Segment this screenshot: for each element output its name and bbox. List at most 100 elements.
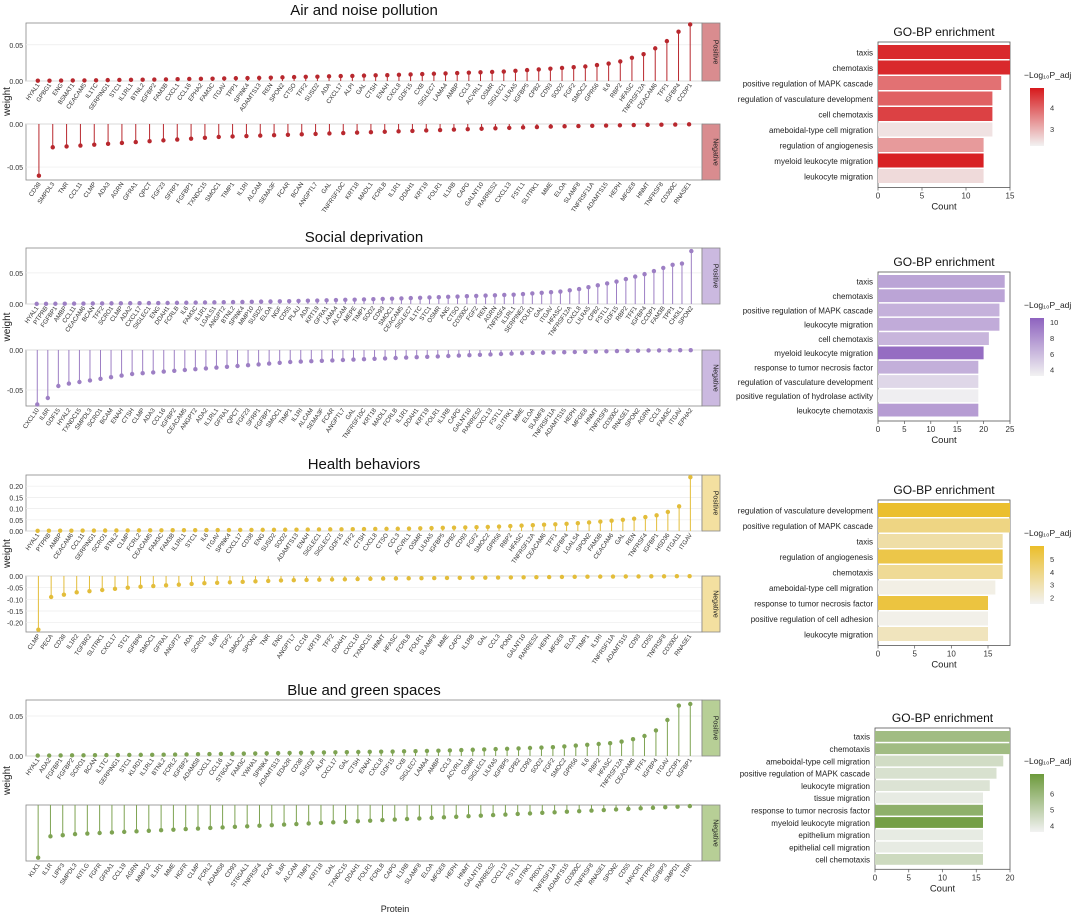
- lollipop-point: [92, 753, 98, 758]
- lollipop-point: [90, 301, 95, 306]
- lollipop-point: [406, 526, 412, 531]
- lollipop-point: [676, 703, 682, 708]
- y-axis-label: weight: [2, 766, 13, 796]
- lollipop-point: [220, 825, 225, 830]
- enrichment-term-label: chemotaxis: [833, 64, 873, 73]
- lollipop-point: [596, 741, 601, 747]
- lollipop-point: [477, 352, 483, 357]
- lollipop-point: [520, 125, 526, 130]
- protein-tick-label: IL1RB: [442, 181, 458, 199]
- lollipop-point: [306, 821, 311, 826]
- x-tick-label: 25: [1006, 425, 1015, 434]
- lollipop-point: [245, 363, 251, 368]
- x-tick-label: 15: [953, 425, 962, 434]
- negative-strip-label: Negative: [712, 590, 719, 618]
- lollipop-point: [151, 370, 156, 375]
- count-axis-label: Count: [931, 660, 957, 671]
- enrichment-bar: [875, 829, 983, 841]
- enrichment-term-label: epithelial cell migration: [789, 843, 870, 852]
- enrichment-bar: [878, 627, 988, 641]
- lollipop-point: [463, 525, 468, 530]
- lollipop-point: [74, 590, 79, 595]
- lollipop-point: [673, 122, 678, 127]
- lollipop-point: [133, 139, 138, 145]
- lollipop-point: [530, 522, 536, 528]
- enrichment-bar: [878, 107, 993, 121]
- lollipop-point: [444, 575, 450, 581]
- enrichment-term-label: myeloid leukocyte migration: [774, 349, 873, 358]
- enrichment-term-label: tissue migration: [814, 794, 870, 803]
- lollipop-point: [147, 528, 153, 533]
- lollipop-point: [45, 395, 51, 401]
- legend-tick-label: 4: [1050, 103, 1054, 112]
- lollipop-point: [344, 749, 350, 755]
- lollipop-point: [540, 350, 546, 355]
- lollipop-point: [240, 299, 245, 305]
- lollipop-point: [465, 126, 470, 132]
- enrichment-term-label: positive regulation of MAPK cascade: [740, 770, 871, 779]
- y-tick-label: -0.05: [7, 165, 23, 172]
- enrichment-bar: [878, 549, 1003, 564]
- x-tick-label: 10: [938, 873, 947, 882]
- lollipop-point: [351, 357, 356, 362]
- enrichment-bar: [878, 503, 1010, 517]
- enrichment-title: GO-BP enrichment: [893, 25, 995, 39]
- lollipop-point: [393, 355, 398, 361]
- enrichment-bar: [878, 332, 989, 345]
- y-tick-label: 0.15: [9, 495, 23, 502]
- protein-tick-label: KITLG: [75, 862, 91, 881]
- lollipop-point: [230, 134, 235, 139]
- lollipop-point: [260, 527, 265, 533]
- enrichment-term-label: regulation of angiogenesis: [780, 553, 873, 562]
- lollipop-point: [464, 294, 470, 299]
- lollipop-point: [81, 753, 86, 758]
- lollipop-point: [253, 579, 258, 584]
- lollipop-point: [459, 747, 464, 753]
- y-tick-label: 0.10: [9, 507, 23, 514]
- x-tick-label: 0: [876, 650, 881, 659]
- lollipop-point: [226, 527, 232, 533]
- lollipop-point: [445, 294, 451, 300]
- lollipop-point: [115, 752, 121, 758]
- lollipop-point: [385, 73, 390, 78]
- enrichment-term-label: taxis: [857, 537, 873, 546]
- lollipop-point: [674, 574, 680, 579]
- y-tick-label: -0.05: [7, 586, 23, 593]
- lollipop-point: [299, 132, 304, 137]
- lollipop-point: [414, 355, 419, 360]
- lollipop-point: [661, 265, 666, 271]
- protein-tick-label: KLK1: [27, 862, 42, 879]
- protein-tick-label: TIMP1: [220, 181, 237, 200]
- lollipop-point: [303, 74, 308, 79]
- lollipop-point: [227, 580, 233, 585]
- lollipop-point: [559, 65, 565, 71]
- lollipop-point: [172, 368, 177, 373]
- lollipop-point: [175, 76, 180, 82]
- lollipop-point: [69, 753, 75, 758]
- lollipop-point: [623, 276, 629, 282]
- enrichment-bar: [875, 817, 983, 828]
- lollipop-point: [163, 583, 169, 588]
- lollipop-point: [552, 810, 557, 815]
- lollipop-point: [50, 145, 55, 150]
- lollipop-point: [419, 576, 424, 581]
- enrichment-term-label: ameboidal-type cell migration: [769, 126, 873, 135]
- count-axis-label: Count: [931, 435, 957, 446]
- lollipop-point: [679, 261, 685, 266]
- lollipop-point: [256, 75, 262, 81]
- lollipop-point: [119, 140, 125, 146]
- lollipop-point: [429, 815, 434, 821]
- lollipop-point: [305, 298, 311, 303]
- protein-tick-label: GFRA1: [122, 181, 140, 202]
- lollipop-point: [478, 70, 483, 75]
- lollipop-point: [413, 749, 418, 754]
- lollipop-point: [163, 77, 169, 82]
- lollipop-point: [315, 298, 320, 303]
- lollipop-point: [202, 300, 208, 305]
- y-tick-label: -0.05: [7, 388, 23, 395]
- negative-strip: [701, 575, 721, 633]
- lollipop-point: [170, 528, 175, 533]
- lollipop-point: [530, 350, 535, 356]
- positive-panel: 0.00 0.05 Positive: [9, 699, 721, 761]
